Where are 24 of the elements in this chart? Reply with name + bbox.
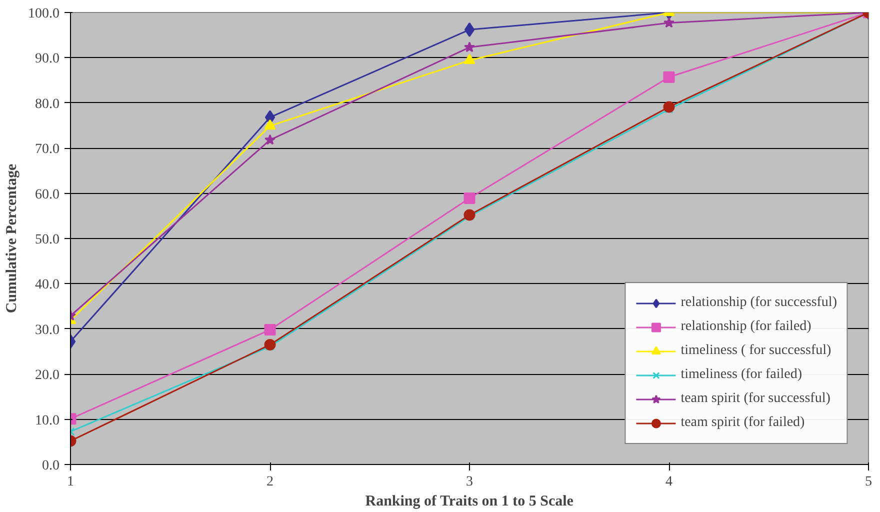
- x-tick-label: 2: [266, 474, 274, 490]
- legend-label: timeliness ( for successful): [680, 343, 832, 359]
- y-tick-label: 50.0: [35, 232, 60, 248]
- legend-label: team spirit (for successful): [680, 391, 830, 407]
- y-tick-label: 0.0: [42, 458, 60, 474]
- legend-label: relationship (for failed): [680, 319, 812, 335]
- x-tick-label: 5: [865, 474, 872, 490]
- y-tick-label: 30.0: [35, 322, 60, 338]
- legend-label: relationship (for successful): [680, 295, 837, 311]
- y-tick-label: 80.0: [35, 96, 60, 112]
- legend-label: timeliness (for failed): [680, 367, 802, 383]
- y-tick-label: 10.0: [35, 413, 60, 428]
- y-tick-label: 90.0: [35, 52, 60, 67]
- y-axis-title: Cumulative Percentage: [4, 164, 20, 314]
- x-tick-label: 4: [666, 474, 672, 490]
- y-tick-label: 60.0: [35, 187, 60, 202]
- x-axis-title: Ranking of Traits on 1 to 5 Scale: [365, 494, 574, 510]
- x-tick-label: 1: [67, 474, 74, 490]
- y-tick-label: 70.0: [35, 142, 60, 158]
- x-tick-label: 3: [466, 474, 473, 490]
- y-tick-label: 100.0: [28, 6, 60, 22]
- y-tick-label: 20.0: [35, 368, 60, 384]
- legend-label: team spirit (for failed): [680, 415, 805, 431]
- y-tick-label: 40.0: [35, 278, 60, 293]
